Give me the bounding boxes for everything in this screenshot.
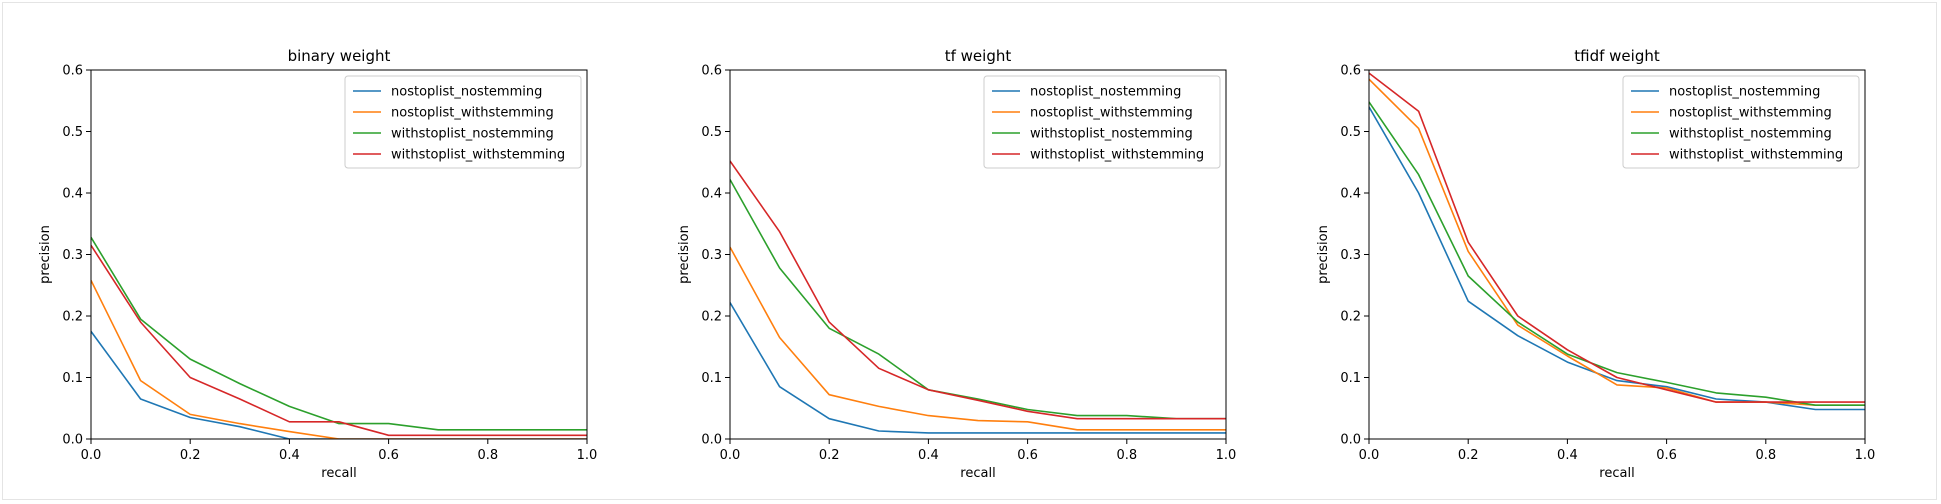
legend-label-2: withstoplist_nostemming [1669, 127, 1832, 142]
y-tick-label-5: 0.5 [1340, 125, 1361, 140]
y-tick-label-6: 0.6 [62, 64, 83, 79]
legend-box [1622, 75, 1860, 169]
series-line-2 [91, 236, 587, 431]
series-line-3 [1369, 72, 1865, 403]
series-line-1 [1369, 78, 1865, 407]
y-tick-label-2: 0.2 [62, 310, 83, 325]
y-tick-label-2: 0.2 [1340, 310, 1361, 325]
chart-title: binary weight [288, 47, 391, 65]
x-tick-label-1: 0.2 [1458, 448, 1479, 463]
x-tick-label-2: 0.4 [918, 448, 939, 463]
y-tick-label-3: 0.3 [701, 248, 722, 263]
legend: nostoplist_nostemming nostoplist_withstem… [983, 75, 1221, 169]
x-tick-label-5: 1.0 [1855, 448, 1876, 463]
x-axis-label: recall [960, 466, 995, 481]
chart-panel-0: 0.0 0.2 0.4 0.6 0.8 1.0 0.0 0.1 0.2 0.3 0.4 0.5 0.6 b… [38, 47, 597, 481]
y-tick-label-1: 0.1 [1340, 371, 1361, 386]
y-tick-label-6: 0.6 [1340, 64, 1361, 79]
x-tick-label-0: 0.0 [1359, 448, 1380, 463]
legend-box [344, 75, 582, 169]
y-axis-label: precision [1316, 225, 1331, 284]
y-tick-label-4: 0.4 [62, 187, 83, 202]
chart-panel-2: 0.0 0.2 0.4 0.6 0.8 1.0 0.0 0.1 0.2 0.3 0.4 0.5 0.6 t… [1316, 47, 1875, 481]
legend-label-3: withstoplist_withstemming [391, 148, 565, 163]
y-axis-label: precision [677, 225, 692, 284]
x-tick-label-1: 0.2 [819, 448, 840, 463]
y-tick-label-1: 0.1 [62, 371, 83, 386]
legend-label-1: nostoplist_withstemming [391, 106, 554, 121]
legend-label-3: withstoplist_withstemming [1030, 148, 1204, 163]
legend-label-0: nostoplist_nostemming [1030, 85, 1181, 100]
series-line-3 [91, 244, 587, 437]
series-line-2 [1369, 101, 1865, 407]
y-tick-label-2: 0.2 [701, 310, 722, 325]
y-tick-label-0: 0.0 [62, 433, 83, 448]
y-tick-label-5: 0.5 [701, 125, 722, 140]
y-axis-label: precision [38, 225, 53, 284]
x-tick-label-1: 0.2 [180, 448, 201, 463]
y-tick-label-4: 0.4 [701, 187, 722, 202]
x-tick-label-0: 0.0 [720, 448, 741, 463]
y-tick-label-1: 0.1 [701, 371, 722, 386]
x-tick-label-5: 1.0 [1216, 448, 1237, 463]
legend-box [983, 75, 1221, 169]
legend-label-1: nostoplist_withstemming [1030, 106, 1193, 121]
series-lines [730, 160, 1226, 434]
x-axis-label: recall [321, 466, 356, 481]
series-line-1 [730, 246, 1226, 431]
series-lines [1369, 72, 1865, 411]
x-tick-label-2: 0.4 [1557, 448, 1578, 463]
chart-title: tfidf weight [1574, 47, 1660, 65]
y-tick-label-0: 0.0 [701, 433, 722, 448]
x-tick-label-3: 0.6 [1656, 448, 1677, 463]
chart-title: tf weight [945, 47, 1012, 65]
y-tick-label-6: 0.6 [701, 64, 722, 79]
legend-label-2: withstoplist_nostemming [391, 127, 554, 142]
series-line-2 [730, 179, 1226, 420]
legend: nostoplist_nostemming nostoplist_withstem… [1622, 75, 1860, 169]
x-tick-label-4: 0.8 [477, 448, 498, 463]
x-tick-label-0: 0.0 [81, 448, 102, 463]
x-tick-label-5: 1.0 [577, 448, 598, 463]
legend-label-2: withstoplist_nostemming [1030, 127, 1193, 142]
series-line-0 [730, 302, 1226, 434]
series-line-0 [91, 330, 587, 439]
x-tick-label-3: 0.6 [1017, 448, 1038, 463]
x-tick-label-3: 0.6 [378, 448, 399, 463]
chart-panel-1: 0.0 0.2 0.4 0.6 0.8 1.0 0.0 0.1 0.2 0.3 0.4 0.5 0.6 t… [677, 47, 1236, 481]
series-line-1 [91, 279, 587, 439]
y-tick-label-4: 0.4 [1340, 187, 1361, 202]
legend-label-0: nostoplist_nostemming [1669, 85, 1820, 100]
legend-label-1: nostoplist_withstemming [1669, 106, 1832, 121]
x-axis-label: recall [1599, 466, 1634, 481]
legend-label-3: withstoplist_withstemming [1669, 148, 1843, 163]
series-line-0 [1369, 106, 1865, 411]
x-tick-label-4: 0.8 [1116, 448, 1137, 463]
legend-label-0: nostoplist_nostemming [391, 85, 542, 100]
series-line-3 [730, 160, 1226, 420]
x-tick-label-2: 0.4 [279, 448, 300, 463]
series-lines [91, 236, 587, 439]
y-tick-label-5: 0.5 [62, 125, 83, 140]
y-tick-label-0: 0.0 [1340, 433, 1361, 448]
y-tick-label-3: 0.3 [62, 248, 83, 263]
legend: nostoplist_nostemming nostoplist_withstem… [344, 75, 582, 169]
y-tick-label-3: 0.3 [1340, 248, 1361, 263]
x-tick-label-4: 0.8 [1755, 448, 1776, 463]
